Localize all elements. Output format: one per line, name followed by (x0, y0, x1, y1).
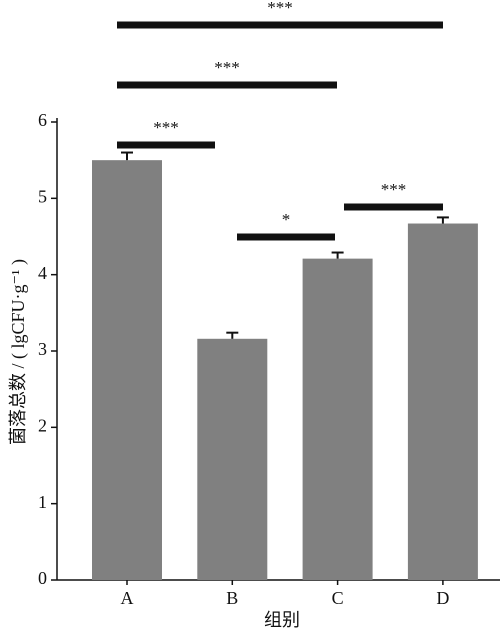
error-bar (331, 251, 344, 259)
bar (407, 223, 478, 581)
x-tick-label: A (121, 588, 134, 608)
y-tick-label: 3 (38, 339, 47, 359)
significance-label: *** (267, 0, 293, 17)
y-tick-label: 5 (38, 186, 47, 206)
significance-label: *** (153, 118, 179, 137)
y-tick-label: 4 (38, 263, 47, 283)
x-tick-label: D (436, 588, 449, 608)
y-tick-label: 2 (38, 415, 47, 435)
error-bar (436, 216, 449, 224)
error-bar (226, 331, 239, 339)
bar (92, 160, 162, 580)
significance-label: *** (381, 180, 407, 199)
y-tick-label: 0 (38, 568, 47, 588)
y-axis-label: 菌落总数 / ( lgCFU·g⁻¹ ) (8, 259, 29, 445)
x-tick-label: B (226, 588, 238, 608)
x-axis-label: 组别 (264, 610, 300, 630)
error-bar (121, 151, 133, 161)
y-tick-label: 6 (38, 110, 47, 130)
y-tick-label: 1 (38, 492, 47, 512)
bar (302, 258, 373, 580)
x-tick-label: C (332, 588, 344, 608)
significance-label: *** (214, 58, 240, 77)
bar (197, 338, 268, 580)
significance-label: * (282, 210, 291, 229)
